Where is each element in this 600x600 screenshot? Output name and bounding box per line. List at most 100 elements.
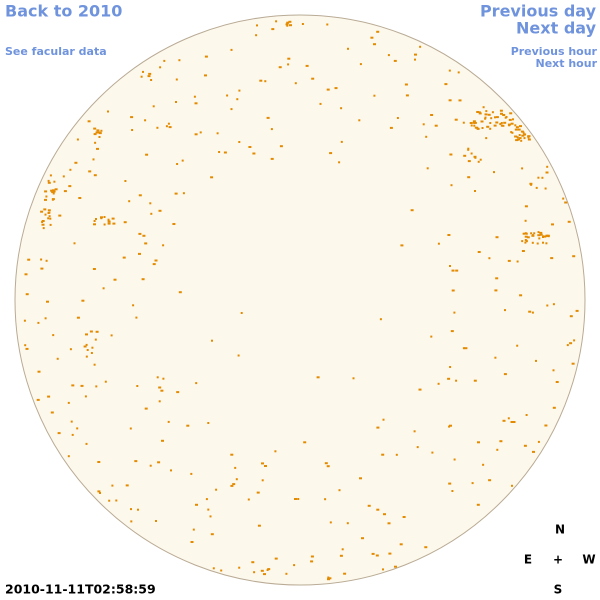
- facula: [418, 388, 422, 391]
- facula: [230, 48, 233, 51]
- compass-west: W: [582, 553, 595, 567]
- facula: [536, 242, 539, 245]
- facula: [458, 99, 462, 102]
- facula: [467, 160, 471, 163]
- facula: [451, 490, 454, 492]
- facula: [437, 242, 440, 245]
- facula: [190, 472, 193, 475]
- facula: [253, 571, 256, 574]
- facula: [389, 126, 393, 129]
- facula: [87, 120, 91, 123]
- facula: [216, 132, 219, 135]
- facula: [111, 484, 114, 487]
- facula: [467, 147, 470, 150]
- facula: [542, 241, 544, 244]
- facula: [473, 379, 477, 382]
- facula: [192, 528, 195, 531]
- facula: [450, 330, 454, 333]
- facula: [235, 478, 238, 481]
- facula: [155, 520, 157, 522]
- facula: [477, 251, 481, 253]
- facula: [294, 498, 297, 500]
- facula: [524, 239, 527, 241]
- facula: [339, 554, 343, 557]
- facula: [516, 136, 519, 139]
- facula: [92, 158, 95, 161]
- facula: [462, 121, 465, 124]
- facula: [24, 273, 28, 276]
- facula: [447, 377, 451, 380]
- facula: [94, 338, 97, 341]
- facula: [267, 568, 271, 571]
- facula: [285, 572, 288, 575]
- next-hour-link[interactable]: Next hour: [536, 57, 598, 70]
- facula: [387, 54, 390, 57]
- facula: [274, 450, 277, 453]
- facula: [470, 124, 473, 127]
- facula: [467, 148, 470, 151]
- facula: [251, 561, 255, 564]
- facula: [551, 223, 554, 226]
- facula: [495, 121, 499, 124]
- back-link[interactable]: Back to 2010: [5, 2, 122, 21]
- facula: [373, 43, 376, 46]
- facula: [210, 533, 214, 536]
- facula: [371, 552, 375, 555]
- previous-hour-link[interactable]: Previous hour: [511, 45, 598, 58]
- facula: [190, 541, 194, 543]
- faculae: [23, 20, 579, 581]
- facula: [93, 127, 97, 130]
- facula: [113, 278, 117, 281]
- facula: [122, 256, 126, 259]
- facula: [44, 190, 48, 193]
- compass-center: +: [553, 553, 563, 567]
- facula: [518, 134, 521, 136]
- facula: [416, 446, 419, 449]
- previous-day-link[interactable]: Previous day: [480, 2, 597, 21]
- facula: [107, 110, 109, 113]
- facula: [236, 98, 239, 101]
- facula: [211, 339, 213, 342]
- facula: [511, 484, 513, 487]
- facula: [376, 30, 380, 33]
- facula: [131, 129, 134, 131]
- facula: [132, 304, 135, 307]
- facula: [352, 377, 355, 380]
- facula: [479, 158, 482, 161]
- facula: [543, 235, 547, 238]
- facula: [524, 241, 527, 244]
- compass-south: S: [554, 583, 563, 597]
- facula: [138, 194, 142, 197]
- facula: [57, 432, 61, 435]
- next-day-link[interactable]: Next day: [516, 19, 597, 38]
- facula: [449, 366, 452, 368]
- facula: [494, 289, 498, 292]
- facular-data-link[interactable]: See facular data: [5, 45, 107, 58]
- facula: [544, 187, 547, 190]
- facula: [100, 129, 103, 132]
- facula: [95, 218, 97, 220]
- facula: [571, 362, 575, 365]
- facula: [324, 498, 327, 501]
- facula: [491, 111, 494, 114]
- facula: [47, 179, 50, 182]
- facula: [522, 131, 525, 134]
- facula: [99, 492, 101, 494]
- facula: [42, 227, 45, 230]
- facula: [41, 223, 45, 226]
- facula: [195, 503, 198, 506]
- timestamp: 2010-11-11T02:58:59: [5, 582, 156, 597]
- facula: [444, 83, 448, 86]
- facula: [552, 303, 555, 306]
- facula: [81, 299, 85, 302]
- facula: [346, 522, 349, 525]
- facula: [450, 184, 453, 187]
- facula: [52, 192, 55, 195]
- facula: [46, 300, 49, 303]
- facula: [256, 491, 260, 494]
- facula: [413, 430, 416, 433]
- facula: [149, 202, 152, 205]
- facula: [48, 211, 51, 214]
- facula: [474, 126, 478, 129]
- facula: [97, 461, 101, 463]
